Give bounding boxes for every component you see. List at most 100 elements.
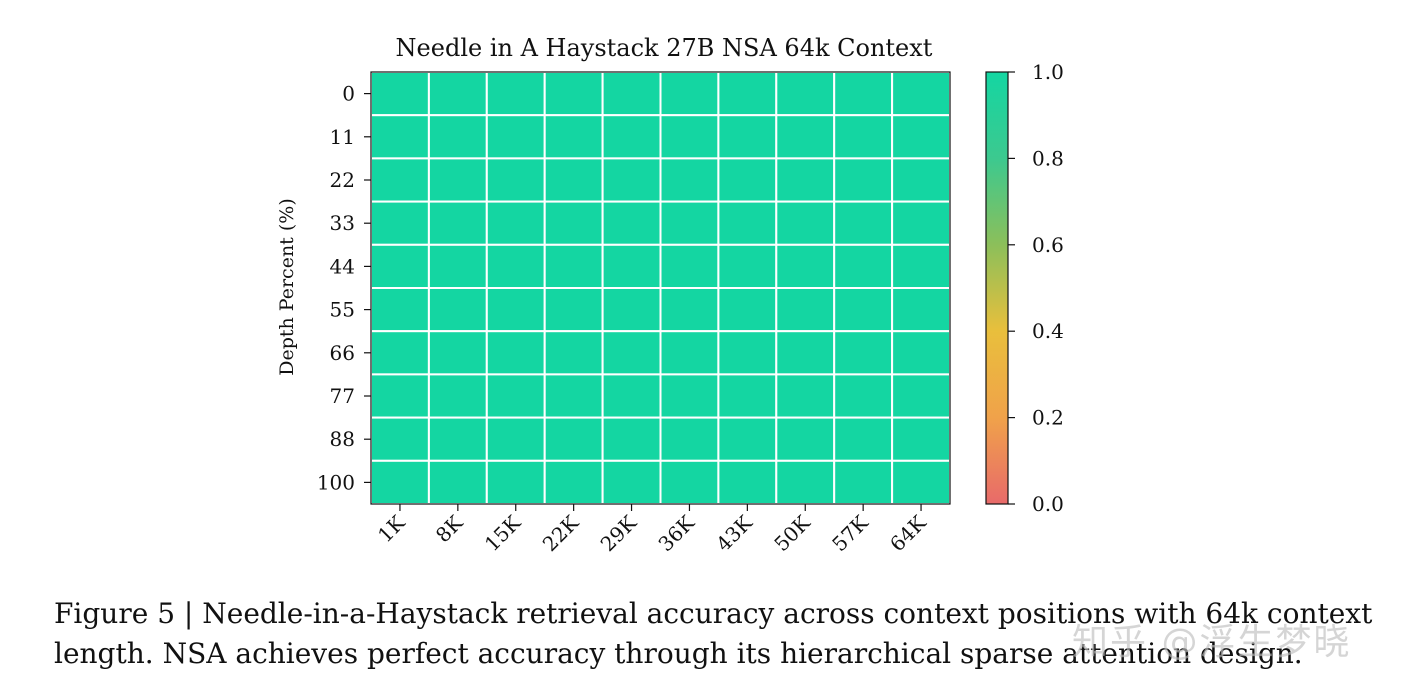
heatmap-cell (833, 287, 894, 333)
x-tick-label: 29K (596, 510, 642, 556)
colorbar-tick-label: 0.0 (1032, 492, 1064, 516)
heatmap-cell (833, 243, 894, 290)
heatmap-cell (485, 243, 546, 290)
heatmap-cell (485, 416, 546, 462)
y-tick-label: 0 (342, 82, 355, 106)
x-tick-label: 1K (373, 510, 410, 547)
heatmap-cell (775, 330, 836, 376)
heatmap-cell (370, 416, 430, 462)
y-tick-label: 66 (330, 341, 355, 365)
heatmap-cell (717, 71, 778, 117)
heatmap-cell (370, 114, 430, 160)
heatmap-cell (485, 200, 546, 246)
x-tick-label: 15K (480, 510, 526, 556)
heatmap-cell (601, 114, 662, 160)
colorbar-tick-label: 1.0 (1032, 60, 1064, 84)
heatmap-cell (659, 287, 720, 333)
heatmap-cell (427, 416, 488, 462)
heatmap-cell (659, 200, 720, 246)
heatmap-cell (775, 157, 836, 203)
heatmap-cell (370, 157, 430, 203)
x-tick-label: 8K (431, 510, 468, 547)
heatmap-cell (427, 157, 488, 203)
heatmap-cell (717, 287, 778, 333)
heatmap-cell (891, 243, 951, 290)
heatmap-cell (891, 416, 951, 462)
heatmap-cell (717, 330, 778, 376)
heatmap-cell (601, 157, 662, 203)
heatmap-cell (485, 157, 546, 203)
heatmap-cell (659, 71, 720, 117)
heatmap-cell (717, 459, 778, 505)
heatmap-cell (891, 114, 951, 160)
heatmap-cell (370, 373, 430, 419)
y-tick-label: 11 (330, 125, 355, 149)
heatmap-cell (543, 287, 604, 333)
y-tick-label: 55 (330, 298, 355, 322)
heatmap-cell (833, 330, 894, 376)
x-axis-ticks: 1K 8K 15K 22K 29K 36K 43K 50K 57K 64K (373, 504, 931, 556)
y-axis-label: Depth Percent (%) (276, 198, 298, 376)
heatmap-cell (891, 330, 951, 376)
heatmap-cell (427, 71, 488, 117)
y-tick-label: 77 (330, 384, 355, 408)
heatmap-cell (833, 459, 894, 505)
heatmap-cell (775, 243, 836, 290)
x-tick-label: 22K (538, 510, 584, 556)
heatmap-cell (485, 459, 546, 505)
heatmap-cell (891, 459, 951, 505)
heatmap-cell (370, 459, 430, 505)
heatmap-cell (543, 330, 604, 376)
heatmap-cell (775, 200, 836, 246)
y-tick-label: 100 (317, 470, 355, 494)
x-tick-label: 43K (711, 510, 757, 556)
heatmap-cell (775, 287, 836, 333)
x-tick-label: 57K (827, 510, 873, 556)
heatmap-cell (543, 200, 604, 246)
heatmap-cell (427, 114, 488, 160)
heatmap-cell (601, 416, 662, 462)
heatmap-cell (717, 157, 778, 203)
heatmap-cell (427, 287, 488, 333)
heatmap-cell (891, 287, 951, 333)
heatmap-cell (601, 330, 662, 376)
heatmap-cell (717, 373, 778, 419)
heatmap-cell (833, 416, 894, 462)
heatmap-cell (833, 373, 894, 419)
heatmap-chart: Needle in A Haystack 27B NSA 64k Context… (276, 34, 1064, 556)
heatmap-cell (833, 114, 894, 160)
heatmap-cell (717, 114, 778, 160)
heatmap-cell (370, 243, 430, 290)
heatmap-cell (370, 71, 430, 117)
heatmap-cell (427, 459, 488, 505)
heatmap-cell (601, 287, 662, 333)
y-axis-ticks: 0 11 22 33 44 55 66 77 88 100 (317, 82, 371, 494)
heatmap-cell (485, 330, 546, 376)
heatmap-cell (543, 243, 604, 290)
heatmap-cell (659, 243, 720, 290)
figure-caption: Figure 5 | Needle-in-a-Haystack retrieva… (54, 597, 1373, 670)
heatmap-cell (891, 157, 951, 203)
heatmap-cell (543, 459, 604, 505)
chart-title: Needle in A Haystack 27B NSA 64k Context (396, 34, 933, 62)
heatmap-cell (717, 243, 778, 290)
heatmap-cell (370, 287, 430, 333)
heatmap-cell (601, 459, 662, 505)
heatmap-cell (775, 459, 836, 505)
heatmap-cell (427, 243, 488, 290)
heatmap-cell (485, 114, 546, 160)
heatmap-cells (370, 71, 951, 505)
heatmap-cell (659, 114, 720, 160)
y-tick-label: 33 (330, 211, 355, 235)
colorbar-tick-label: 0.6 (1032, 233, 1064, 257)
heatmap-cell (485, 373, 546, 419)
heatmap-cell (543, 71, 604, 117)
colorbar-tick-label: 0.4 (1032, 319, 1064, 343)
heatmap-cell (833, 71, 894, 117)
x-tick-label: 50K (769, 510, 815, 556)
colorbar-tick-label: 0.2 (1032, 406, 1064, 430)
heatmap-cell (775, 416, 836, 462)
heatmap-cell (717, 200, 778, 246)
y-tick-label: 44 (330, 254, 355, 278)
heatmap-cell (543, 416, 604, 462)
